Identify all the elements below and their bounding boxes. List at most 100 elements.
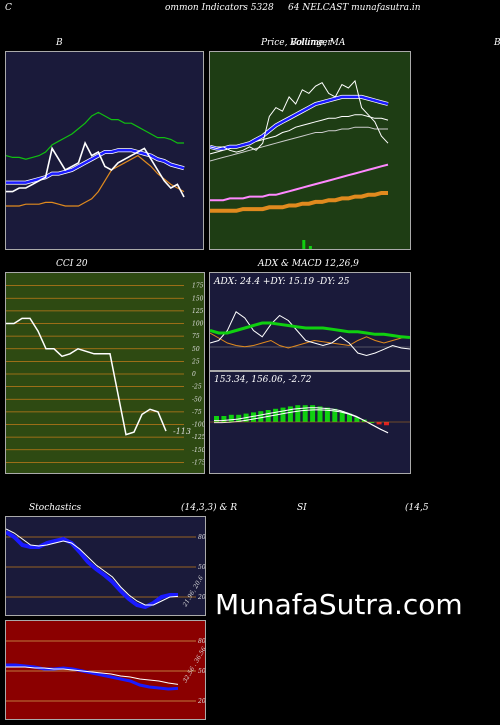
volume-bar <box>296 249 299 250</box>
macd-histogram-bar <box>332 408 338 422</box>
stoch-panel: 80 50 20 21.96, 20.6 <box>5 516 206 616</box>
volume-bar <box>308 246 312 249</box>
cci-tick-label: 150 <box>192 295 204 302</box>
stoch-value-label: 21.96, 20.6 <box>181 575 205 609</box>
stoch-tick-label: 20 <box>197 594 206 601</box>
plus-dy-line <box>210 311 410 357</box>
macd-signal-line <box>214 409 389 434</box>
rsi-tick-label: 50 <box>198 668 206 675</box>
cci-tick-label: 0 <box>192 371 196 378</box>
macd-histogram-bar <box>214 416 219 422</box>
cci-title: CCI 20 <box>56 259 88 269</box>
volume-bar <box>223 249 226 250</box>
price-overlay-label: Bollinger <box>290 38 332 48</box>
adx-panel: ADX: 24.4 +DY: 15.19 -DY: 25 <box>209 272 411 371</box>
adx-values: ADX: 24.4 +DY: 15.19 -DY: 25 <box>214 277 350 287</box>
macd-histogram-bar <box>236 414 242 422</box>
macd-histogram-bar <box>310 405 316 422</box>
edge-label: B <box>494 38 500 48</box>
volume-bar <box>375 249 378 250</box>
macd-histogram-bar <box>347 413 352 422</box>
cci-tick-label: -25 <box>192 384 202 391</box>
volume-bar <box>316 249 319 250</box>
price-title: Price, Volume, MA <box>261 38 346 48</box>
volume-bar <box>355 249 358 250</box>
ma-blue-line <box>210 95 389 150</box>
rsi-ma-line <box>6 666 179 685</box>
ma-slow-line <box>210 126 388 162</box>
cci-tick-label: -125 <box>192 434 205 441</box>
volume-bar <box>256 249 259 250</box>
volume-bar <box>302 240 306 249</box>
macd-histogram-bar <box>384 422 389 426</box>
middle-band-line <box>6 148 185 184</box>
bollinger-panel <box>5 51 204 250</box>
cci-tick-label: 25 <box>191 358 200 365</box>
macd-values: 153.34, 156.06, -2.72 <box>214 375 312 385</box>
volume-bar <box>250 249 253 250</box>
cci-value-label: -113 <box>173 427 191 436</box>
volume-bar <box>289 249 292 250</box>
stoch-tick-label: 50 <box>198 564 206 571</box>
volume-bar <box>276 249 279 250</box>
cci-line <box>6 317 167 436</box>
macd-histogram-bar <box>280 407 286 422</box>
cci-tick-label: -100 <box>192 422 205 429</box>
cci-tick-label: -75 <box>192 409 202 416</box>
macd-histogram-bar <box>302 405 308 422</box>
macd-histogram-bar <box>228 414 234 422</box>
cci-tick-label: 75 <box>192 333 200 340</box>
macd-histogram-bar <box>317 406 323 422</box>
price-panel <box>209 51 411 250</box>
price-line <box>210 79 389 153</box>
volume-bar <box>368 249 371 250</box>
cci-tick-label: 175 <box>192 283 204 290</box>
volume-bar <box>381 249 384 250</box>
page-title-2: 64 NELCAST munafasutra.in <box>288 3 421 13</box>
macd-histogram-bar <box>369 422 375 423</box>
rsi-title: SI <box>297 503 307 513</box>
cci-tick-label: 50 <box>192 346 200 353</box>
volume-bar <box>243 249 246 250</box>
stoch-params: (14,3,3) & R <box>181 503 238 513</box>
macd-histogram-bar <box>324 407 330 422</box>
stoch-tick-label: 80 <box>198 534 206 541</box>
stoch-title: Stochastics <box>29 503 82 513</box>
macd-histogram-bar <box>376 422 382 425</box>
volume-bar <box>322 249 325 250</box>
stoch-k-line <box>6 530 178 610</box>
macd-histogram-bar <box>251 412 256 422</box>
volume-bar <box>263 249 266 250</box>
price-line <box>6 140 185 198</box>
volume-bar <box>230 249 233 250</box>
cci-tick-label: 100 <box>192 321 204 328</box>
macd-histogram-bar <box>287 406 293 422</box>
adx-line <box>210 321 410 339</box>
rsi-chart: 80 50 20 32.56 . 36.56 <box>6 638 206 705</box>
volume-bar <box>342 249 345 250</box>
watermark: MunafaSutra.com <box>215 588 463 621</box>
upper-band-line <box>6 111 184 160</box>
cci-tick-label: -50 <box>192 396 202 403</box>
volume-bar <box>236 249 239 250</box>
bollinger-chart <box>6 111 185 207</box>
stoch-d-line <box>6 528 179 606</box>
macd-histogram-bar <box>221 416 227 422</box>
cci-panel: 175 150 125 100 75 50 25 0 -25 -50 -75 -100 -125 -150… <box>5 272 205 474</box>
volume-bar <box>329 249 332 250</box>
volume-bar <box>388 249 391 250</box>
rsi-panel: 80 50 20 32.56 . 36.56 <box>5 620 206 720</box>
cci-tick-label: 125 <box>192 308 204 315</box>
cci-tick-label: -175 <box>192 459 205 466</box>
page-title: ommon Indicators 5328 <box>165 3 274 13</box>
bollinger-title: B <box>56 38 63 48</box>
macd-histogram-bar <box>354 417 360 422</box>
macd-histogram-bar <box>258 411 264 422</box>
macd-histogram-bar <box>295 405 301 422</box>
macd-panel: 153.34, 156.06, -2.72 <box>209 371 411 474</box>
volume-bar <box>362 249 365 250</box>
middle-band-outline <box>6 148 185 185</box>
volume-bar <box>269 249 272 250</box>
rsi-value-label: 32.56 . 36.56 <box>182 646 206 684</box>
